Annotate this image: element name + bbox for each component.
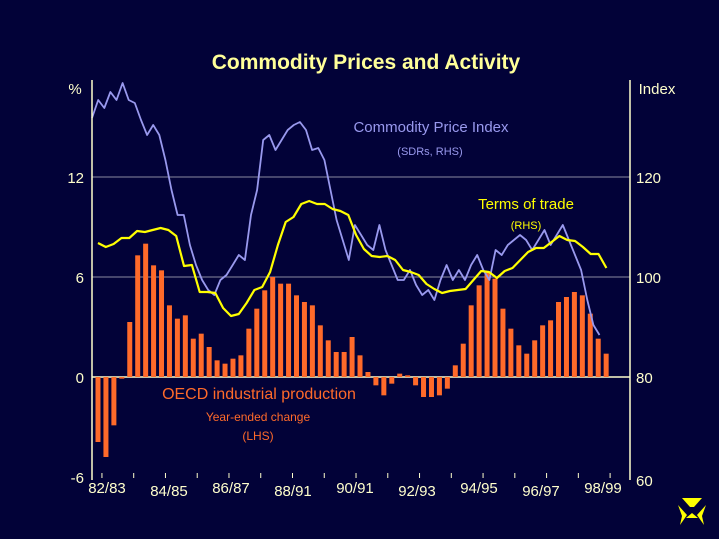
bar-oecd-production — [151, 265, 157, 377]
left-tick-label: 6 — [76, 270, 84, 287]
x-tick-label: 82/83 — [88, 480, 126, 497]
bar-oecd-production — [135, 255, 141, 377]
bar-oecd-production — [516, 345, 522, 377]
x-tick-label: 96/97 — [522, 483, 560, 500]
bar-oecd-production — [579, 295, 585, 377]
bar-oecd-production — [325, 340, 331, 377]
bar-oecd-production — [182, 315, 188, 377]
oecd-label: OECD industrial production — [162, 386, 356, 403]
bar-oecd-production — [381, 377, 387, 396]
left-tick-label: -6 — [71, 470, 84, 487]
x-tick-label: 88/91 — [274, 483, 312, 500]
bar-oecd-production — [301, 302, 307, 377]
bar-oecd-production — [143, 243, 149, 377]
bar-oecd-production — [563, 297, 569, 377]
chart-title: Commodity Prices and Activity — [212, 51, 521, 74]
x-tick-label: 86/87 — [212, 480, 250, 497]
bar-oecd-production — [397, 373, 403, 377]
bar-oecd-production — [413, 377, 419, 386]
bar-oecd-production — [595, 338, 601, 377]
x-tick-label: 98/99 — [584, 480, 622, 497]
bar-oecd-production — [571, 292, 577, 377]
x-tick-label: 94/95 — [460, 480, 498, 497]
x-tick-label: 92/93 — [398, 483, 436, 500]
bar-oecd-production — [127, 322, 133, 377]
bar-oecd-production — [230, 358, 236, 377]
bar-oecd-production — [190, 338, 196, 377]
right-axis-unit: Index — [639, 81, 676, 98]
bar-oecd-production — [254, 308, 260, 377]
bar-oecd-production — [548, 320, 554, 377]
bar-oecd-production — [166, 305, 172, 377]
right-tick-label: 120 — [636, 170, 661, 187]
terms-of-trade-sublabel: (RHS) — [511, 220, 542, 232]
bar-oecd-production — [309, 305, 315, 377]
bar-oecd-production — [524, 353, 530, 377]
terms-of-trade-label: Terms of trade — [478, 196, 574, 213]
bar-oecd-production — [405, 375, 411, 377]
bar-oecd-production — [333, 352, 339, 377]
bar-oecd-production — [365, 372, 371, 377]
bar-oecd-production — [119, 377, 125, 379]
bar-oecd-production — [587, 313, 593, 377]
bar-oecd-production — [270, 277, 276, 377]
bar-oecd-production — [103, 377, 109, 457]
right-tick-label: 100 — [636, 270, 661, 287]
bar-oecd-production — [476, 285, 482, 377]
bar-oecd-production — [206, 347, 212, 377]
bar-oecd-production — [500, 308, 506, 377]
bar-oecd-production — [532, 340, 538, 377]
oecd-axis-note: (LHS) — [242, 429, 273, 443]
bar-oecd-production — [349, 337, 355, 377]
bar-oecd-production — [294, 295, 299, 377]
bar-oecd-production — [492, 278, 498, 377]
bar-oecd-production — [603, 353, 609, 377]
line-commodity-price-index — [91, 82, 601, 336]
bar-oecd-production — [198, 333, 204, 377]
bar-oecd-production — [159, 270, 165, 377]
x-tick-label: 90/91 — [336, 480, 374, 497]
bar-oecd-production — [278, 283, 284, 377]
bar-oecd-production — [508, 328, 514, 377]
oecd-sublabel: Year-ended change — [206, 410, 311, 424]
bar-oecd-production — [357, 355, 363, 377]
bar-oecd-production — [341, 352, 347, 377]
left-tick-label: 12 — [67, 170, 84, 187]
bar-oecd-production — [389, 377, 395, 384]
bar-oecd-production — [421, 377, 427, 397]
bar-oecd-production — [373, 377, 379, 386]
bar-oecd-production — [428, 377, 434, 397]
bar-oecd-production — [222, 363, 228, 377]
yellow-trefoil-logo — [678, 498, 706, 525]
commodity-sublabel: (SDRs, RHS) — [397, 146, 462, 158]
bar-oecd-production — [540, 325, 546, 377]
bar-oecd-production — [452, 365, 458, 377]
left-axis-unit: % — [68, 81, 81, 98]
x-tick-label: 84/85 — [150, 483, 188, 500]
bar-oecd-production — [95, 377, 101, 442]
right-tick-label: 60 — [636, 473, 653, 490]
bar-oecd-production — [484, 272, 490, 377]
bar-oecd-production — [214, 360, 220, 377]
bar-oecd-production — [468, 305, 474, 377]
line-terms-of-trade — [97, 199, 608, 318]
bar-oecd-production — [317, 325, 323, 377]
bar-oecd-production — [262, 290, 268, 377]
right-tick-label: 80 — [636, 370, 653, 387]
bar-oecd-production — [286, 283, 292, 377]
bar-oecd-production — [246, 328, 252, 377]
bar-oecd-production — [238, 355, 244, 377]
bar-oecd-production — [460, 343, 466, 377]
left-tick-label: 0 — [76, 370, 84, 387]
bar-oecd-production — [111, 377, 117, 426]
bar-oecd-production — [436, 377, 442, 396]
bar-oecd-production — [556, 302, 562, 377]
bar-oecd-production — [174, 318, 180, 377]
commodity-label: Commodity Price Index — [353, 119, 509, 136]
bar-oecd-production — [444, 377, 450, 389]
